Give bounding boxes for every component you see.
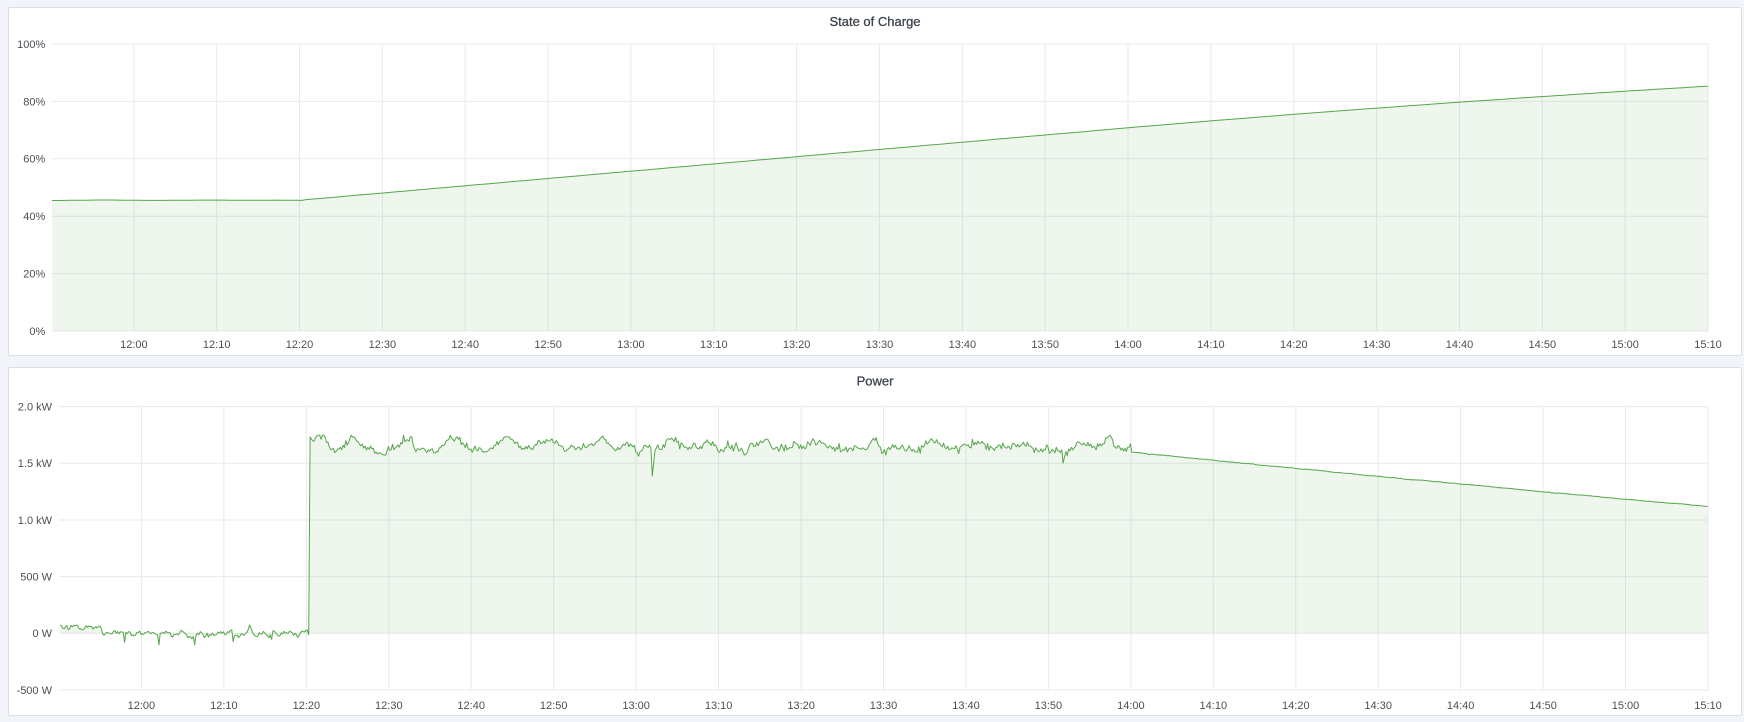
svg-text:12:40: 12:40	[451, 339, 479, 351]
svg-text:14:00: 14:00	[1117, 700, 1145, 712]
svg-text:12:50: 12:50	[540, 700, 568, 712]
svg-text:13:10: 13:10	[700, 339, 728, 351]
svg-text:13:50: 13:50	[1031, 339, 1059, 351]
svg-text:14:50: 14:50	[1529, 339, 1557, 351]
svg-text:1.5 kW: 1.5 kW	[18, 458, 53, 470]
svg-text:14:00: 14:00	[1114, 339, 1142, 351]
svg-text:13:50: 13:50	[1035, 700, 1063, 712]
svg-text:500 W: 500 W	[20, 572, 52, 584]
svg-text:12:20: 12:20	[286, 339, 314, 351]
svg-text:14:10: 14:10	[1197, 339, 1225, 351]
svg-text:12:20: 12:20	[293, 700, 321, 712]
svg-text:12:10: 12:10	[203, 339, 231, 351]
svg-text:0 W: 0 W	[32, 628, 52, 640]
svg-text:12:10: 12:10	[210, 700, 238, 712]
svg-text:14:40: 14:40	[1447, 700, 1475, 712]
svg-text:15:00: 15:00	[1611, 339, 1639, 351]
svg-text:12:40: 12:40	[457, 700, 485, 712]
svg-text:100%: 100%	[17, 39, 45, 51]
svg-text:15:10: 15:10	[1694, 700, 1722, 712]
svg-text:13:10: 13:10	[705, 700, 733, 712]
svg-text:14:30: 14:30	[1364, 700, 1392, 712]
svg-text:14:20: 14:20	[1280, 339, 1308, 351]
svg-text:12:00: 12:00	[120, 339, 148, 351]
svg-text:13:30: 13:30	[866, 339, 894, 351]
svg-text:60%: 60%	[23, 154, 45, 166]
svg-text:13:00: 13:00	[617, 339, 645, 351]
svg-text:14:40: 14:40	[1446, 339, 1474, 351]
svg-text:14:30: 14:30	[1363, 339, 1391, 351]
svg-text:13:00: 13:00	[622, 700, 650, 712]
svg-text:15:00: 15:00	[1612, 700, 1640, 712]
svg-text:13:20: 13:20	[787, 700, 815, 712]
svg-text:14:20: 14:20	[1282, 700, 1310, 712]
svg-text:-500 W: -500 W	[17, 685, 53, 697]
svg-text:14:50: 14:50	[1529, 700, 1557, 712]
svg-text:15:10: 15:10	[1694, 339, 1722, 351]
svg-text:12:00: 12:00	[128, 700, 156, 712]
svg-text:12:30: 12:30	[369, 339, 397, 351]
svg-text:12:50: 12:50	[534, 339, 562, 351]
svg-text:20%: 20%	[23, 269, 45, 281]
svg-text:2.0 kW: 2.0 kW	[18, 402, 53, 414]
svg-text:0%: 0%	[29, 326, 45, 338]
svg-text:80%: 80%	[23, 96, 45, 108]
svg-text:13:40: 13:40	[952, 700, 980, 712]
svg-text:13:40: 13:40	[949, 339, 977, 351]
svg-text:13:20: 13:20	[783, 339, 811, 351]
svg-text:Power: Power	[857, 374, 895, 389]
svg-text:40%: 40%	[23, 211, 45, 223]
svg-text:13:30: 13:30	[870, 700, 898, 712]
svg-text:1.0 kW: 1.0 kW	[18, 515, 53, 527]
svg-text:12:30: 12:30	[375, 700, 403, 712]
svg-text:State of Charge: State of Charge	[829, 14, 920, 29]
svg-text:14:10: 14:10	[1200, 700, 1228, 712]
